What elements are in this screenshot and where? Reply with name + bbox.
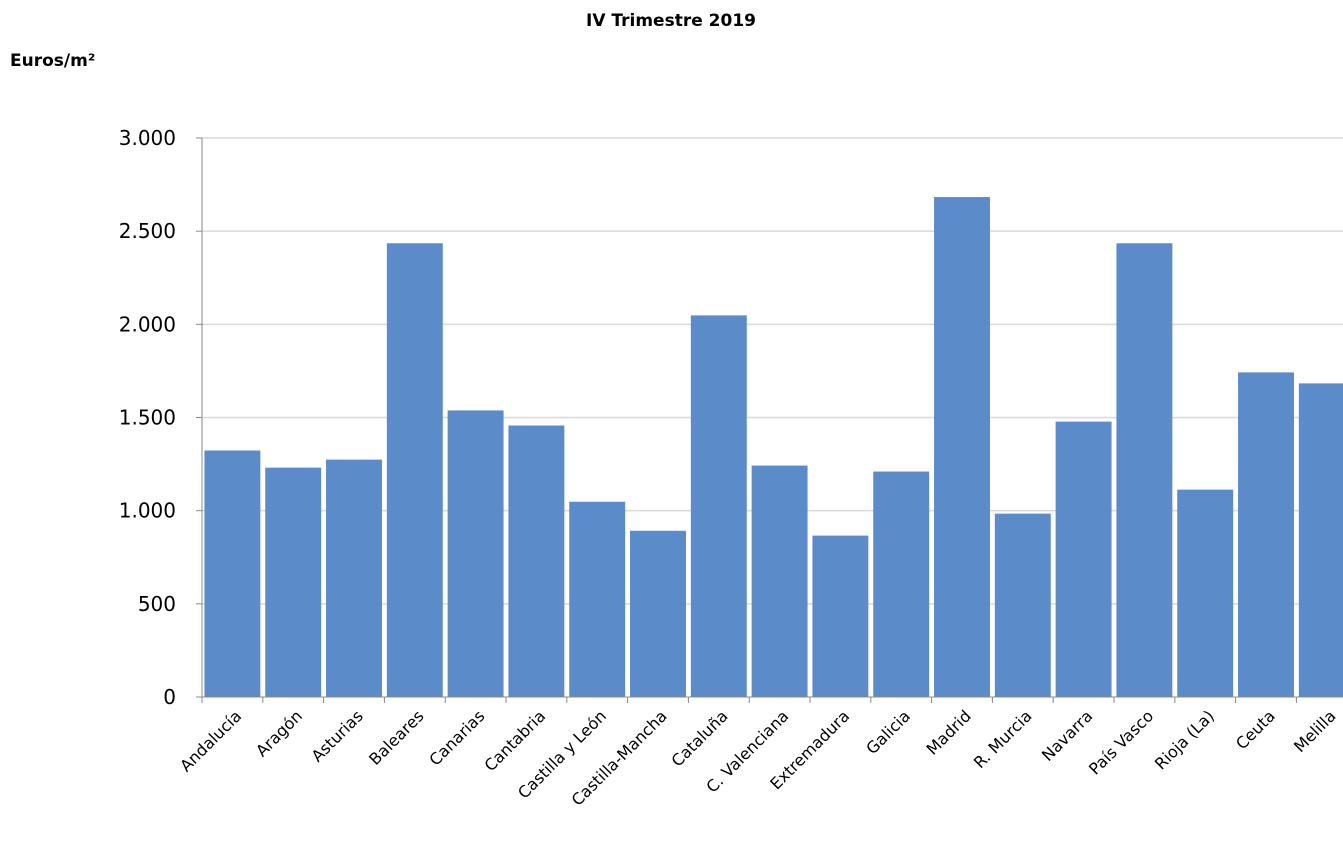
bar xyxy=(1238,372,1294,697)
x-tick-label: Galicia xyxy=(862,706,914,758)
bar xyxy=(569,501,626,697)
bar xyxy=(812,535,869,697)
bar xyxy=(1177,489,1234,697)
bar xyxy=(386,243,443,698)
bar xyxy=(1055,421,1112,697)
bar xyxy=(873,471,930,697)
y-tick-label: 2.500 xyxy=(119,219,176,243)
x-tick-label: Melilla xyxy=(1290,706,1340,756)
y-axis-label: Euros/m² xyxy=(10,51,95,71)
y-tick-label: 1.500 xyxy=(119,406,176,430)
bar xyxy=(265,467,322,697)
x-tick-label: Canarias xyxy=(425,706,488,769)
y-tick-label: 0 xyxy=(163,685,176,709)
bar xyxy=(508,425,565,697)
bar xyxy=(1298,383,1343,697)
x-tick-label: Aragón xyxy=(252,706,306,760)
y-tick-label: 2.000 xyxy=(119,312,176,336)
bar xyxy=(934,197,990,697)
x-tick-label: R. Murcia xyxy=(970,706,1036,772)
x-tick-label: País Vasco xyxy=(1085,706,1157,778)
bar xyxy=(751,465,808,697)
y-tick-label: 3.000 xyxy=(119,126,176,150)
y-tick-label: 1.000 xyxy=(119,499,176,523)
bar xyxy=(204,450,261,697)
bar xyxy=(994,513,1051,697)
x-tick-label: Ceuta xyxy=(1232,706,1279,753)
x-tick-label: Baleares xyxy=(365,706,427,768)
x-tick-label: Andalucía xyxy=(176,706,245,775)
chart-title: IV Trimestre 2019 xyxy=(586,11,756,31)
y-tick-label: 500 xyxy=(138,592,176,616)
bar xyxy=(447,410,504,697)
bar xyxy=(1116,243,1173,698)
x-tick-label: Asturias xyxy=(308,706,367,765)
x-tick-label: Madrid xyxy=(923,706,975,758)
x-tick-label: Rioja (La) xyxy=(1151,706,1218,773)
bar xyxy=(630,530,686,697)
x-tick-label: Navarra xyxy=(1038,706,1097,765)
x-tick-label: Cataluña xyxy=(668,706,732,770)
bar xyxy=(690,315,747,697)
bar xyxy=(326,459,382,697)
